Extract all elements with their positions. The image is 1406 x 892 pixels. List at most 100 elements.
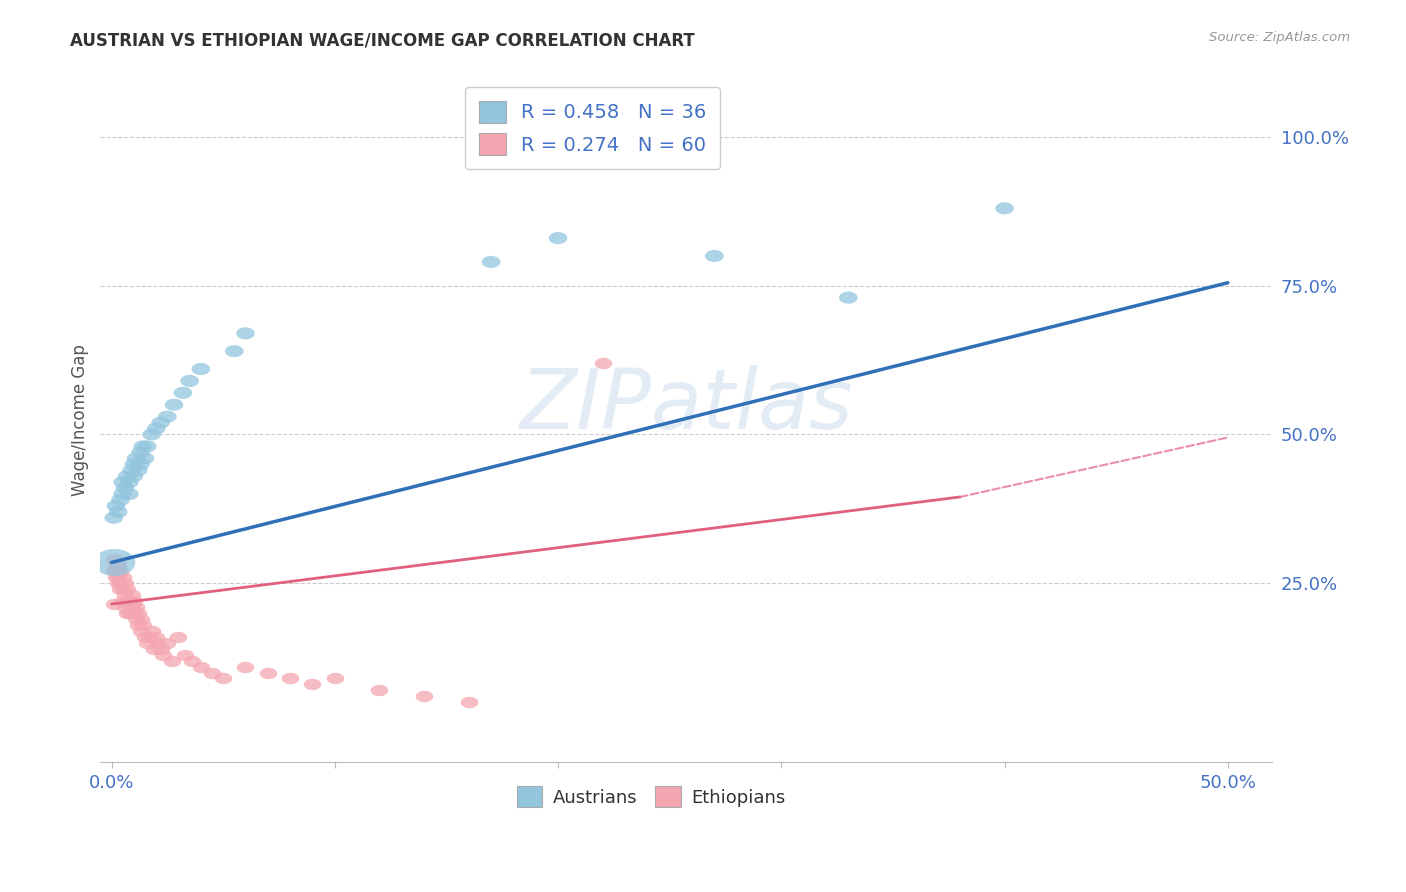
Point bbox=[103, 565, 125, 579]
Point bbox=[167, 630, 190, 644]
Point bbox=[114, 588, 136, 602]
Point bbox=[125, 600, 148, 615]
Point bbox=[174, 648, 197, 662]
Point bbox=[103, 597, 125, 611]
Point bbox=[479, 255, 502, 269]
Point bbox=[122, 457, 145, 471]
Point bbox=[323, 672, 346, 686]
Y-axis label: Wage/Income Gap: Wage/Income Gap bbox=[72, 343, 89, 496]
Point bbox=[132, 618, 155, 632]
Point bbox=[111, 570, 134, 584]
Point bbox=[115, 469, 138, 483]
Point bbox=[107, 576, 129, 591]
Point bbox=[160, 654, 183, 668]
Point bbox=[156, 409, 179, 424]
Point bbox=[278, 672, 301, 686]
Point bbox=[148, 636, 170, 650]
Point bbox=[837, 291, 859, 305]
Point bbox=[129, 624, 152, 638]
Point bbox=[179, 374, 201, 388]
Point bbox=[149, 416, 172, 430]
Point bbox=[156, 636, 179, 650]
Point bbox=[104, 570, 127, 584]
Point bbox=[127, 618, 149, 632]
Text: AUSTRIAN VS ETHIOPIAN WAGE/INCOME GAP CORRELATION CHART: AUSTRIAN VS ETHIOPIAN WAGE/INCOME GAP CO… bbox=[70, 31, 695, 49]
Point bbox=[703, 249, 725, 263]
Point bbox=[163, 398, 186, 412]
Point bbox=[993, 202, 1015, 216]
Point bbox=[129, 612, 152, 626]
Point bbox=[115, 606, 138, 620]
Point bbox=[114, 600, 136, 615]
Point bbox=[103, 556, 125, 570]
Point bbox=[413, 690, 436, 704]
Point bbox=[142, 641, 165, 656]
Point bbox=[134, 630, 156, 644]
Point bbox=[125, 451, 148, 466]
Point bbox=[118, 594, 141, 608]
Point bbox=[212, 672, 235, 686]
Point bbox=[107, 570, 129, 584]
Point bbox=[122, 606, 145, 620]
Point bbox=[457, 695, 479, 709]
Point bbox=[224, 344, 246, 359]
Point bbox=[104, 558, 127, 573]
Point bbox=[107, 558, 129, 573]
Point bbox=[141, 427, 163, 442]
Point bbox=[301, 677, 323, 691]
Point bbox=[592, 356, 614, 370]
Point bbox=[118, 487, 141, 501]
Legend: Austrians, Ethiopians: Austrians, Ethiopians bbox=[509, 779, 793, 814]
Point bbox=[149, 641, 172, 656]
Point bbox=[115, 594, 138, 608]
Point bbox=[547, 231, 569, 245]
Point bbox=[103, 510, 125, 524]
Point bbox=[107, 505, 129, 519]
Point bbox=[110, 492, 132, 507]
Point bbox=[136, 439, 159, 453]
Point bbox=[121, 588, 143, 602]
Point bbox=[235, 326, 257, 341]
Point bbox=[190, 362, 212, 376]
Point bbox=[129, 457, 152, 471]
Point bbox=[111, 487, 134, 501]
Point bbox=[134, 451, 156, 466]
Point bbox=[127, 606, 149, 620]
Point bbox=[103, 552, 125, 566]
Point bbox=[111, 582, 134, 597]
Point bbox=[235, 659, 257, 673]
Text: Source: ZipAtlas.com: Source: ZipAtlas.com bbox=[1209, 31, 1350, 45]
Point bbox=[368, 683, 391, 698]
Point bbox=[136, 636, 159, 650]
Point bbox=[121, 600, 143, 615]
Point bbox=[114, 576, 136, 591]
Point bbox=[172, 385, 194, 400]
Point bbox=[110, 582, 132, 597]
Point bbox=[145, 421, 167, 435]
Point bbox=[104, 565, 127, 579]
Text: ZIPatlas: ZIPatlas bbox=[520, 366, 853, 446]
Point bbox=[138, 630, 160, 644]
Point bbox=[122, 469, 145, 483]
Point bbox=[110, 576, 132, 591]
Point bbox=[104, 499, 127, 513]
Point bbox=[132, 439, 155, 453]
Point bbox=[127, 463, 149, 477]
Point bbox=[152, 648, 174, 662]
Point bbox=[190, 659, 212, 673]
Point bbox=[118, 606, 141, 620]
Point bbox=[125, 612, 148, 626]
Point bbox=[110, 565, 132, 579]
Point bbox=[256, 665, 278, 680]
Point bbox=[141, 624, 163, 638]
Point bbox=[122, 594, 145, 608]
Point bbox=[201, 665, 224, 680]
Point bbox=[111, 475, 134, 489]
Point bbox=[121, 463, 143, 477]
Point bbox=[129, 445, 152, 459]
Point bbox=[111, 594, 134, 608]
Point bbox=[180, 654, 202, 668]
Point bbox=[118, 475, 141, 489]
Point bbox=[114, 481, 136, 495]
Point bbox=[145, 630, 167, 644]
